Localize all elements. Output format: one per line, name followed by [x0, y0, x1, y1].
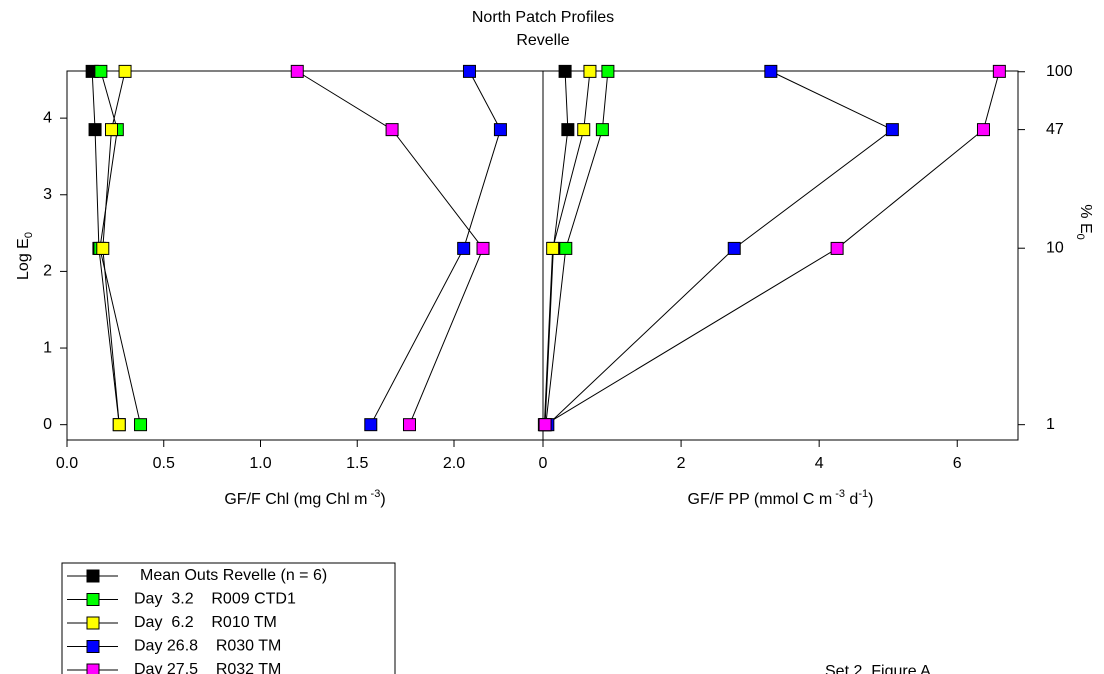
legend-label: Day 6.2 R010 TM: [134, 614, 277, 631]
x-axis-label: GF/F PP (mmol C m -3 d-1): [688, 488, 874, 508]
marker: [583, 64, 597, 78]
y-axis-label-part: Log E: [15, 238, 32, 280]
x-tick-label: 2: [677, 455, 686, 472]
marker: [476, 241, 490, 255]
x-axis-label-part: ): [868, 491, 873, 508]
y2-axis-label-part: % E: [1077, 204, 1094, 233]
y2-axis-label-part: 0: [1074, 234, 1086, 240]
marker: [134, 418, 148, 432]
x-axis-label-part: -1: [858, 488, 868, 500]
marker: [830, 241, 844, 255]
marker: [885, 123, 899, 137]
x-tick-label: 0: [539, 455, 548, 472]
y-tick-label: 2: [43, 263, 52, 280]
x-tick-label: 0.5: [153, 455, 175, 472]
marker: [105, 123, 119, 137]
x-axis-label: GF/F Chl (mg Chl m -3): [224, 488, 385, 508]
legend-marker: [86, 616, 100, 630]
legend-marker: [86, 663, 100, 674]
legend-marker: [86, 569, 100, 583]
marker: [561, 123, 575, 137]
plot-frame: [66, 70, 544, 441]
marker: [558, 64, 572, 78]
legend-box: [61, 562, 396, 674]
marker: [88, 123, 102, 137]
marker: [595, 123, 609, 137]
x-axis-label-part: -3: [832, 488, 845, 500]
marker: [385, 123, 399, 137]
marker: [112, 418, 126, 432]
y2-tick-label: 1: [1046, 416, 1055, 433]
marker: [94, 64, 108, 78]
y-axis-label: Log E0: [15, 232, 35, 280]
y-tick-label: 1: [43, 339, 52, 356]
x-tick-label: 1.0: [249, 455, 271, 472]
y2-tick-label: 47: [1046, 121, 1064, 138]
profile-line: [544, 71, 1000, 426]
marker: [976, 123, 990, 137]
marker: [577, 123, 591, 137]
marker: [601, 64, 615, 78]
profile-line: [370, 71, 501, 425]
marker: [457, 241, 471, 255]
y2-axis-label: % E0: [1074, 204, 1094, 239]
x-tick-label: 2.0: [443, 455, 465, 472]
marker: [493, 123, 507, 137]
profile-line: [102, 71, 126, 425]
x-axis-label-part: -3: [367, 488, 380, 500]
marker: [764, 64, 778, 78]
x-axis-label-part: GF/F PP (mmol C m: [688, 491, 833, 508]
y-tick-label: 0: [43, 416, 52, 433]
chart-title: North Patch Profiles: [472, 9, 614, 26]
marker: [992, 64, 1006, 78]
marker: [290, 64, 304, 78]
profile-line: [544, 71, 569, 425]
chart-subtitle: Revelle: [516, 32, 569, 49]
profile-line: [543, 71, 591, 425]
legend-label: Day 3.2 R009 CTD1: [134, 591, 296, 608]
marker: [727, 241, 741, 255]
x-axis-label-part: d: [845, 491, 858, 508]
legend-label: Day 27.5 R032 TM: [134, 661, 281, 674]
legend-marker: [86, 593, 100, 606]
profile-line: [547, 70, 894, 426]
plot-frame: [542, 70, 1019, 441]
profile-line: [296, 70, 484, 425]
footnote: Set 2, Figure A: [825, 663, 931, 674]
x-tick-label: 1.5: [346, 455, 368, 472]
marker: [559, 241, 573, 255]
marker: [364, 418, 378, 432]
y2-tick-label: 10: [1046, 239, 1064, 256]
x-axis-label-part: GF/F Chl (mg Chl m: [224, 491, 367, 508]
marker: [118, 64, 132, 78]
legend-marker: [86, 640, 100, 653]
legend-label: Day 26.8 R030 TM: [134, 638, 281, 655]
profile-line: [91, 71, 120, 425]
y-axis-label-part: 0: [23, 232, 35, 238]
profile-line: [99, 71, 142, 425]
marker: [402, 418, 416, 432]
y2-tick-label: 100: [1046, 63, 1073, 80]
y-tick-label: 4: [43, 109, 52, 126]
profile-line: [545, 71, 609, 425]
x-tick-label: 6: [953, 455, 962, 472]
y-tick-label: 3: [43, 186, 52, 203]
marker: [462, 64, 476, 78]
x-tick-label: 0.0: [56, 455, 78, 472]
marker: [546, 241, 560, 255]
x-tick-label: 4: [815, 455, 824, 472]
marker: [96, 241, 110, 255]
x-axis-label-part: ): [380, 491, 385, 508]
legend-label: Mean Outs Revelle (n = 6): [140, 567, 327, 584]
marker: [538, 418, 552, 432]
